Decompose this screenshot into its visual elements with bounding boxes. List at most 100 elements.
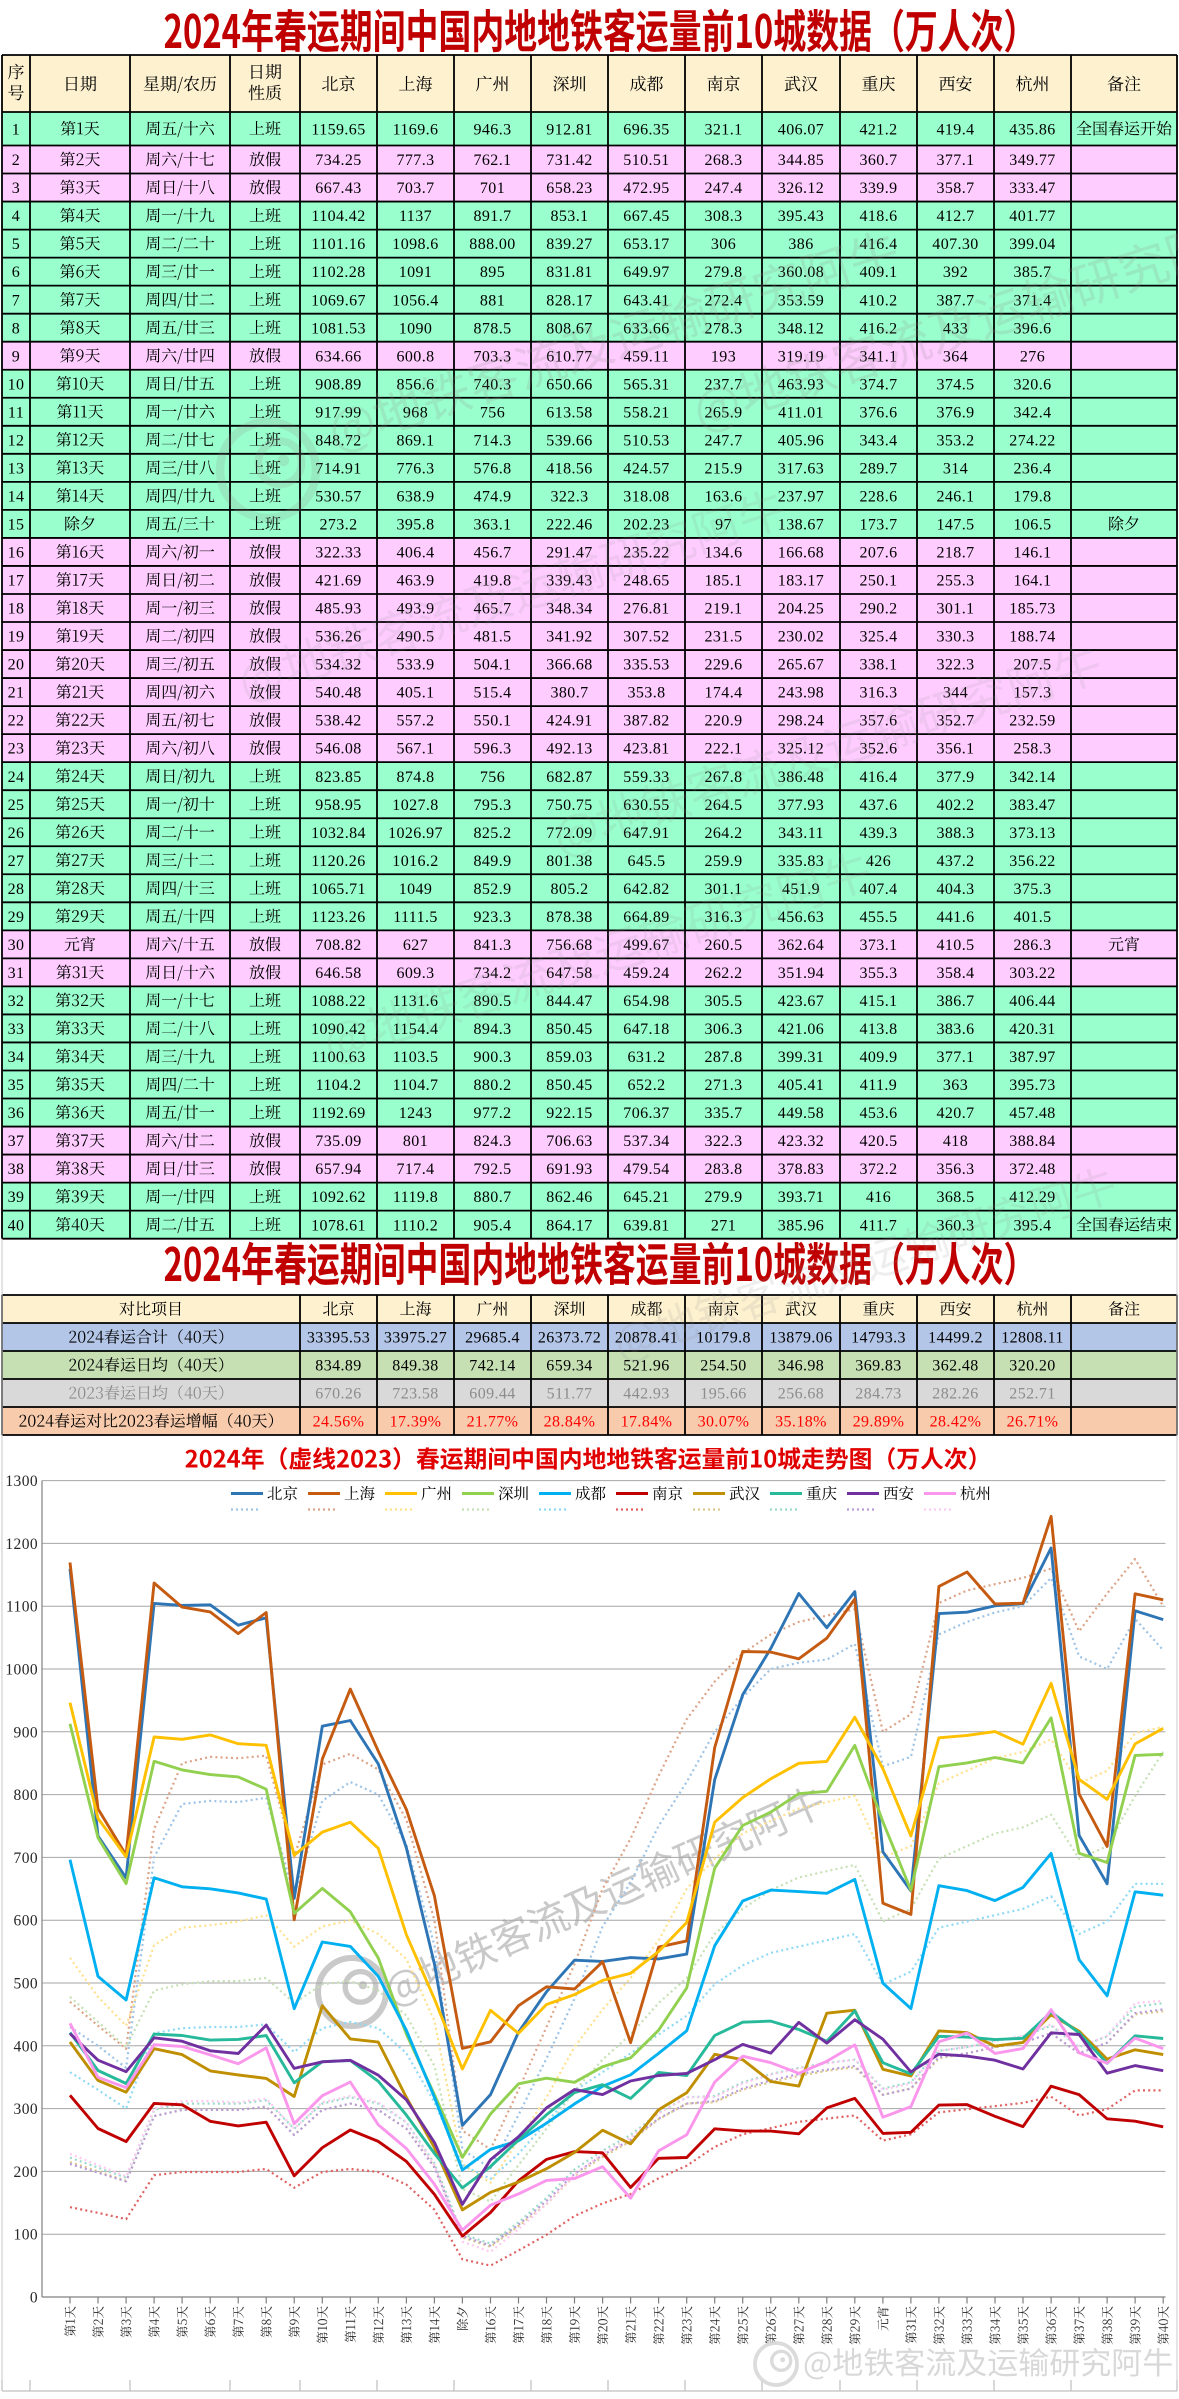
svg-text:28: 28 — [8, 881, 25, 898]
svg-text:40: 40 — [8, 1217, 25, 1234]
svg-text:416.2: 416.2 — [860, 320, 898, 337]
svg-text:377.1: 377.1 — [937, 1049, 975, 1066]
svg-text:652.2: 652.2 — [628, 1077, 666, 1094]
svg-text:859.03: 859.03 — [546, 1049, 592, 1066]
svg-text:298.24: 298.24 — [778, 713, 824, 730]
svg-text:204.25: 204.25 — [778, 601, 824, 618]
svg-text:537.34: 537.34 — [623, 1133, 669, 1150]
svg-text:363.1: 363.1 — [474, 517, 512, 534]
svg-text:1102.28: 1102.28 — [311, 264, 365, 281]
svg-text:19: 19 — [8, 629, 25, 646]
svg-text:25: 25 — [8, 797, 25, 814]
svg-text:353.2: 353.2 — [937, 432, 975, 449]
svg-text:284.73: 284.73 — [855, 1386, 901, 1403]
svg-text:134.6: 134.6 — [705, 545, 743, 562]
svg-text:645.5: 645.5 — [628, 853, 666, 870]
svg-text:282.26: 282.26 — [932, 1386, 978, 1403]
svg-text:406.07: 406.07 — [778, 121, 824, 138]
svg-text:368.5: 368.5 — [937, 1189, 975, 1206]
svg-text:421.69: 421.69 — [315, 573, 361, 590]
svg-text:958.95: 958.95 — [315, 797, 361, 814]
svg-text:16: 16 — [8, 545, 25, 562]
svg-text:200: 200 — [14, 2164, 38, 2181]
svg-text:413.8: 413.8 — [860, 1021, 898, 1038]
svg-text:1: 1 — [12, 121, 20, 138]
svg-text:290.2: 290.2 — [860, 601, 898, 618]
svg-text:645.21: 645.21 — [623, 1189, 669, 1206]
svg-text:1056.4: 1056.4 — [392, 292, 438, 309]
svg-text:333.47: 333.47 — [1009, 180, 1055, 197]
svg-text:1192.69: 1192.69 — [311, 1105, 365, 1122]
svg-text:441.6: 441.6 — [937, 909, 975, 926]
svg-text:13879.06: 13879.06 — [769, 1330, 832, 1347]
svg-text:643.41: 643.41 — [623, 292, 669, 309]
svg-text:363: 363 — [943, 1077, 968, 1094]
svg-text:1081.53: 1081.53 — [311, 320, 366, 337]
svg-text:874.8: 874.8 — [397, 769, 435, 786]
svg-text:442.93: 442.93 — [623, 1386, 669, 1403]
svg-text:100: 100 — [14, 2227, 38, 2244]
svg-text:215.9: 215.9 — [705, 460, 743, 477]
svg-text:346.98: 346.98 — [778, 1358, 824, 1375]
svg-text:852.9: 852.9 — [474, 881, 512, 898]
svg-text:173.7: 173.7 — [860, 517, 898, 534]
svg-text:3: 3 — [12, 180, 20, 197]
svg-text:437.2: 437.2 — [937, 853, 975, 870]
svg-text:385.7: 385.7 — [1014, 264, 1052, 281]
svg-text:703.3: 703.3 — [474, 348, 512, 365]
svg-text:895: 895 — [480, 264, 505, 281]
svg-text:890.5: 890.5 — [474, 993, 512, 1010]
svg-text:700: 700 — [14, 1850, 38, 1867]
svg-text:376.9: 376.9 — [937, 404, 975, 421]
svg-text:550.1: 550.1 — [474, 713, 512, 730]
svg-text:801: 801 — [403, 1133, 428, 1150]
svg-text:706.63: 706.63 — [546, 1133, 592, 1150]
svg-text:1032.84: 1032.84 — [311, 825, 366, 842]
svg-text:343.11: 343.11 — [778, 825, 824, 842]
svg-text:459.24: 459.24 — [623, 965, 669, 982]
svg-text:557.2: 557.2 — [397, 713, 435, 730]
svg-text:801.38: 801.38 — [546, 853, 592, 870]
svg-text:185.1: 185.1 — [705, 573, 743, 590]
svg-text:540.48: 540.48 — [315, 685, 361, 702]
svg-text:777.3: 777.3 — [397, 152, 435, 169]
svg-text:539.66: 539.66 — [546, 432, 592, 449]
svg-text:831.81: 831.81 — [546, 264, 592, 281]
svg-text:839.27: 839.27 — [546, 236, 592, 253]
svg-text:849.9: 849.9 — [474, 853, 512, 870]
svg-text:325.4: 325.4 — [860, 629, 898, 646]
svg-text:1137: 1137 — [399, 208, 432, 225]
svg-text:853.1: 853.1 — [551, 208, 589, 225]
svg-text:1065.71: 1065.71 — [311, 881, 366, 898]
svg-text:1100.63: 1100.63 — [311, 1049, 365, 1066]
svg-text:387.82: 387.82 — [623, 713, 669, 730]
svg-text:339.9: 339.9 — [860, 180, 898, 197]
svg-text:456.7: 456.7 — [474, 545, 512, 562]
svg-text:351.94: 351.94 — [778, 965, 824, 982]
svg-text:174.4: 174.4 — [705, 685, 743, 702]
svg-text:14793.3: 14793.3 — [851, 1330, 906, 1347]
svg-text:301.1: 301.1 — [705, 881, 743, 898]
svg-text:179.8: 179.8 — [1014, 489, 1052, 506]
svg-text:260.5: 260.5 — [705, 937, 743, 954]
svg-text:26: 26 — [8, 825, 25, 842]
svg-text:256.68: 256.68 — [778, 1386, 824, 1403]
svg-text:360.3: 360.3 — [937, 1217, 975, 1234]
svg-text:634.66: 634.66 — [315, 348, 361, 365]
svg-text:504.1: 504.1 — [474, 657, 512, 674]
svg-text:305.5: 305.5 — [705, 993, 743, 1010]
svg-text:342.4: 342.4 — [1014, 404, 1052, 421]
svg-text:385.96: 385.96 — [778, 1217, 824, 1234]
svg-text:362.48: 362.48 — [932, 1358, 978, 1375]
svg-text:374.5: 374.5 — [937, 376, 975, 393]
svg-text:254.50: 254.50 — [700, 1358, 746, 1375]
svg-text:424.91: 424.91 — [546, 713, 592, 730]
svg-text:386: 386 — [788, 236, 813, 253]
svg-text:646.58: 646.58 — [315, 965, 361, 982]
svg-text:418.6: 418.6 — [860, 208, 898, 225]
svg-text:435.86: 435.86 — [1009, 121, 1055, 138]
svg-text:356.22: 356.22 — [1009, 853, 1055, 870]
svg-text:399.04: 399.04 — [1009, 236, 1055, 253]
svg-text:481.5: 481.5 — [474, 629, 512, 646]
svg-text:375.3: 375.3 — [1014, 881, 1052, 898]
